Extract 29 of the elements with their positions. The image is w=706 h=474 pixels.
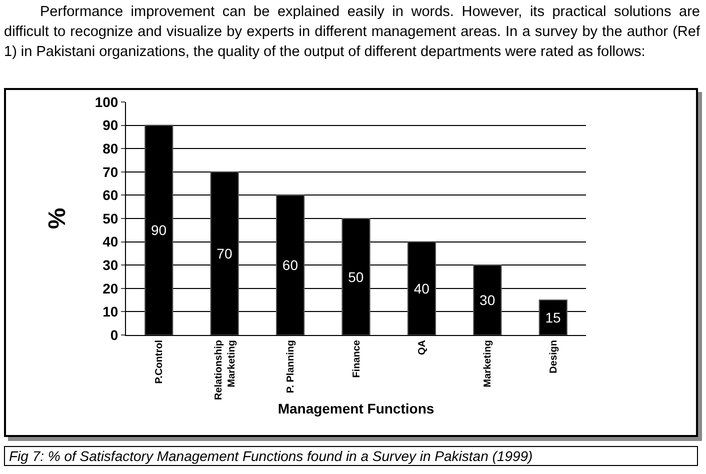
x-tick-label: Design bbox=[548, 340, 560, 374]
y-tick-label: 100 bbox=[94, 94, 118, 110]
x-tick-label: Marketing bbox=[482, 340, 494, 388]
data-label: 90 bbox=[150, 222, 167, 238]
y-tick-label: 20 bbox=[102, 280, 118, 296]
x-tick-label: QA bbox=[416, 340, 428, 355]
y-tick-label: 90 bbox=[102, 117, 118, 134]
data-label: 50 bbox=[348, 268, 364, 285]
data-label: 30 bbox=[480, 292, 496, 308]
y-tick-label: 10 bbox=[102, 304, 118, 320]
y-tick-label: 60 bbox=[102, 187, 118, 204]
y-tick-label: 30 bbox=[102, 257, 118, 273]
y-tick-label: 80 bbox=[102, 140, 118, 156]
x-tick-label: Finance bbox=[351, 340, 362, 378]
x-tick-label: P.Control bbox=[154, 340, 166, 384]
text: Performance improvement can be explained easily in words. However, its practical solutions are difficult to recognize and visualize by experts in different management areas. In a survey by the author (Ref 1) in Pakistani organizations, the quality of the output of different departments were rated as follows: bbox=[4, 3, 700, 62]
x-tick-label: Relationship Marketing bbox=[213, 340, 238, 400]
y-tick-label: 0 bbox=[110, 326, 118, 343]
y-tick-label: 70 bbox=[102, 164, 118, 180]
data-label: 15 bbox=[545, 310, 562, 326]
data-label: 60 bbox=[282, 257, 298, 274]
data-label: 70 bbox=[216, 245, 232, 262]
x-axis-title: Management Functions bbox=[278, 400, 434, 416]
y-axis-title: % bbox=[44, 208, 71, 230]
y-tick-label: 50 bbox=[102, 210, 118, 226]
data-label: 40 bbox=[414, 280, 430, 296]
x-tick-label: P. Planning bbox=[286, 340, 297, 394]
caption: Fig 7: % of Satisfactory Management Functions found in a Survey in Pakistan (1999) bbox=[4, 446, 698, 466]
y-tick-label: 40 bbox=[102, 234, 118, 250]
